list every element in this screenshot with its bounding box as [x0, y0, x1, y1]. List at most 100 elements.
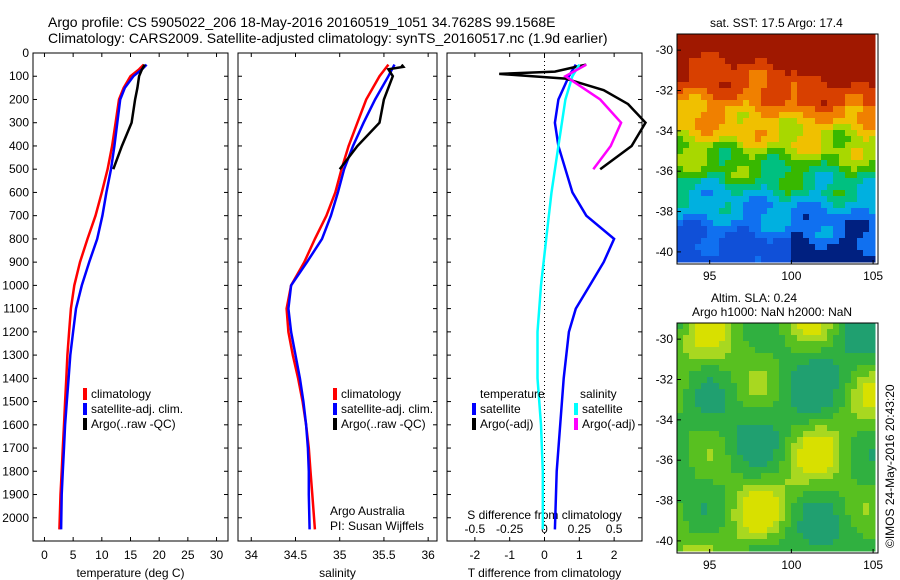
map-cell: [851, 88, 858, 95]
map-cell: [731, 389, 738, 396]
map-cell: [725, 419, 732, 426]
map-cell: [785, 58, 792, 65]
map-cell: [773, 377, 780, 384]
map-cell: [701, 112, 708, 119]
map-cell: [845, 154, 852, 161]
map-cell: [815, 244, 822, 251]
map-cell: [785, 88, 792, 95]
map-cell: [797, 166, 804, 173]
map-cell: [779, 455, 786, 462]
map-cell: [773, 94, 780, 101]
map-cell: [695, 34, 702, 41]
map-cell: [779, 166, 786, 173]
map-cell: [833, 467, 840, 474]
map-cell: [833, 359, 840, 366]
map-cell: [725, 323, 732, 330]
map-cell: [719, 347, 726, 354]
map-cell: [677, 100, 684, 107]
x-tick-label: 34: [245, 548, 259, 562]
map-cell: [791, 208, 798, 215]
map-cell: [713, 52, 720, 59]
map-cell: [821, 401, 828, 408]
map-cell: [683, 46, 690, 53]
map-cell: [779, 64, 786, 71]
map-cell: [767, 431, 774, 438]
map-cell: [713, 509, 720, 516]
map-cell: [701, 220, 708, 227]
x-tick-label: 35.5: [372, 548, 396, 562]
map-cell: [677, 323, 684, 330]
map-cell: [869, 118, 876, 125]
map-cell: [713, 184, 720, 191]
map-cell: [791, 244, 798, 251]
map-cell: [719, 46, 726, 53]
y-tick-label: 1400: [2, 371, 29, 385]
map-cell: [695, 377, 702, 384]
map-cell: [677, 455, 684, 462]
map-cell: [701, 419, 708, 426]
map-cell: [731, 377, 738, 384]
map-cell: [857, 467, 864, 474]
map-cell: [779, 431, 786, 438]
map-cell: [695, 148, 702, 155]
map-cell: [815, 214, 822, 221]
map-cell: [749, 539, 756, 546]
map-cell: [743, 353, 750, 360]
map-cell: [707, 58, 714, 65]
map-cell: [839, 250, 846, 257]
map-cell: [845, 244, 852, 251]
map-cell: [821, 419, 828, 426]
map-cell: [731, 250, 738, 257]
map-cell: [725, 166, 732, 173]
map-cell: [737, 160, 744, 167]
map-cell: [689, 539, 696, 546]
map-cell: [815, 142, 822, 149]
map-cell: [815, 172, 822, 179]
map-cell: [803, 166, 810, 173]
map-cell: [845, 58, 852, 65]
map-cell: [737, 431, 744, 438]
sst-map-title: sat. SST: 17.5 Argo: 17.4: [710, 16, 843, 30]
map-cell: [725, 329, 732, 336]
map-cell: [683, 383, 690, 390]
map-cell: [863, 40, 870, 47]
map-cell: [701, 335, 708, 342]
map-cell: [785, 172, 792, 179]
map-cell: [785, 353, 792, 360]
map-cell: [773, 515, 780, 522]
map-cell: [833, 76, 840, 83]
map-cell: [833, 365, 840, 372]
map-cell: [833, 214, 840, 221]
map-cell: [797, 214, 804, 221]
map-cell: [863, 401, 870, 408]
map-cell: [707, 244, 714, 251]
map-cell: [731, 94, 738, 101]
map-cell: [683, 515, 690, 522]
map-cell: [683, 184, 690, 191]
map-cell: [845, 166, 852, 173]
map-cell: [677, 130, 684, 137]
map-cell: [863, 64, 870, 71]
map-cell: [827, 106, 834, 113]
map-cell: [689, 377, 696, 384]
map-cell: [713, 329, 720, 336]
map-cell: [815, 256, 822, 263]
map-cell: [845, 106, 852, 113]
map-cell: [731, 130, 738, 137]
map-cell: [821, 100, 828, 107]
map-cell: [851, 226, 858, 233]
map-cell: [833, 124, 840, 131]
map-cell: [869, 323, 876, 330]
map-cell: [683, 437, 690, 444]
map-cell: [743, 365, 750, 372]
map-cell: [761, 166, 768, 173]
map-cell: [719, 377, 726, 384]
map-cell: [821, 196, 828, 203]
map-cell: [713, 371, 720, 378]
map-cell: [773, 70, 780, 77]
map-cell: [791, 521, 798, 528]
legend-swatch: [333, 403, 337, 415]
map-cell: [767, 443, 774, 450]
map-cell: [755, 142, 762, 149]
map-cell: [857, 178, 864, 185]
